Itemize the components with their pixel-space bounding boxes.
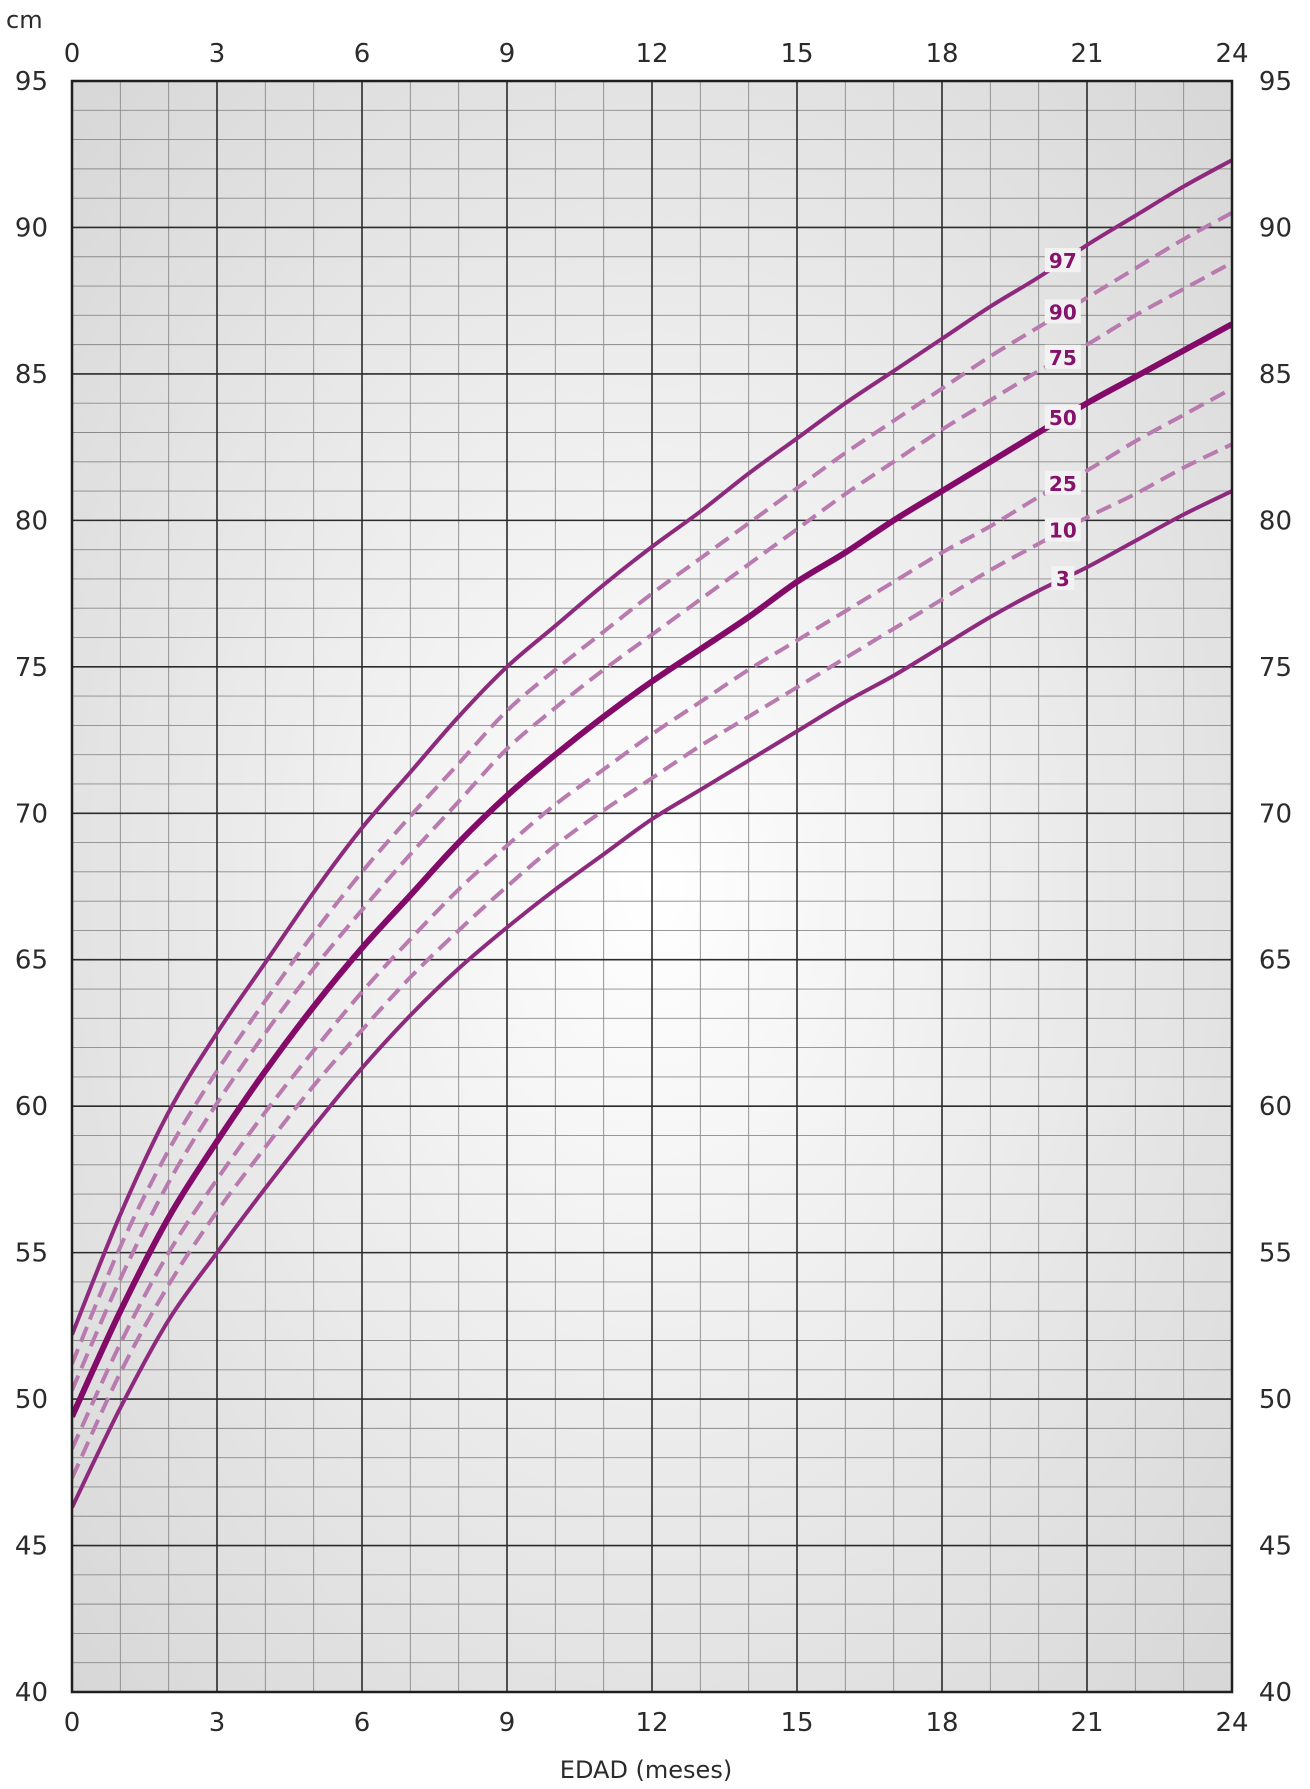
percentile-25-line (72, 386, 1232, 1450)
x-tick-label-top: 9 (499, 39, 516, 69)
percentile-50-line (72, 321, 1232, 1418)
x-tick-label-bottom: 12 (635, 1708, 668, 1738)
percentile-10-label: 10 (1049, 519, 1077, 543)
y-tick-label-left: 85 (15, 360, 48, 390)
x-tick-label-top: 15 (780, 39, 813, 69)
percentile-3-label: 3 (1056, 567, 1070, 591)
percentile-75-label-bg (1044, 344, 1081, 369)
y-tick-label-right: 45 (1259, 1532, 1292, 1562)
percentile-90-label: 90 (1049, 300, 1077, 324)
x-axis-title: EDAD (meses) (560, 1756, 732, 1784)
y-tick-label-left: 45 (15, 1532, 48, 1562)
y-tick-label-right: 95 (1259, 67, 1292, 97)
y-tick-label-left: 75 (15, 653, 48, 683)
percentile-97-label: 97 (1049, 249, 1077, 273)
y-tick-label-right: 85 (1259, 360, 1292, 390)
y-tick-label-right: 90 (1259, 213, 1292, 243)
percentile-50-label-bg (1044, 404, 1081, 429)
percentile-3-line (72, 489, 1232, 1509)
y-tick-label-right: 70 (1259, 799, 1292, 829)
x-tick-label-top: 18 (925, 39, 958, 69)
x-tick-label-bottom: 0 (64, 1708, 81, 1738)
x-tick-label-top: 12 (635, 39, 668, 69)
y-tick-label-left: 40 (15, 1678, 48, 1708)
percentile-3-label-bg (1051, 565, 1075, 590)
y-axis-unit-label: cm (6, 6, 43, 34)
percentile-90-line (72, 211, 1232, 1365)
y-tick-label-right: 40 (1259, 1678, 1292, 1708)
y-tick-label-left: 65 (15, 946, 48, 976)
percentile-97-label-bg (1044, 248, 1081, 273)
percentile-90-label-bg (1044, 299, 1081, 324)
percentile-25-label-bg (1044, 470, 1081, 495)
x-tick-label-top: 21 (1070, 39, 1103, 69)
y-tick-label-left: 60 (15, 1092, 48, 1122)
x-tick-label-bottom: 3 (209, 1708, 226, 1738)
x-tick-label-top: 24 (1215, 39, 1248, 69)
x-tick-label-bottom: 15 (780, 1708, 813, 1738)
y-tick-label-left: 70 (15, 799, 48, 829)
x-tick-label-bottom: 9 (499, 1708, 516, 1738)
x-tick-label-top: 6 (354, 39, 371, 69)
y-tick-label-left: 55 (15, 1239, 48, 1269)
percentile-50-label: 50 (1049, 406, 1077, 430)
percentile-25-label: 25 (1049, 472, 1077, 496)
y-tick-label-right: 75 (1259, 653, 1292, 683)
y-tick-label-right: 80 (1259, 506, 1292, 536)
x-tick-label-bottom: 6 (354, 1708, 371, 1738)
y-tick-label-right: 65 (1259, 946, 1292, 976)
y-tick-label-left: 95 (15, 67, 48, 97)
x-tick-label-top: 0 (64, 39, 81, 69)
series-lines (72, 158, 1232, 1509)
percentile-97-line (72, 158, 1232, 1336)
x-tick-label-top: 3 (209, 39, 226, 69)
percentile-10-label-bg (1044, 517, 1081, 542)
y-tick-label-left: 50 (15, 1385, 48, 1415)
y-tick-label-right: 60 (1259, 1092, 1292, 1122)
percentile-75-line (72, 260, 1232, 1392)
y-tick-label-left: 90 (15, 213, 48, 243)
x-tick-label-bottom: 21 (1070, 1708, 1103, 1738)
y-tick-label-left: 80 (15, 506, 48, 536)
x-tick-label-bottom: 24 (1215, 1708, 1248, 1738)
percentile-10-line (72, 442, 1232, 1480)
percentile-75-label: 75 (1049, 346, 1077, 370)
y-tick-label-right: 55 (1259, 1239, 1292, 1269)
plot-frame (70, 79, 1234, 1694)
x-tick-label-bottom: 18 (925, 1708, 958, 1738)
y-tick-label-right: 50 (1259, 1385, 1292, 1415)
percentile-labels: 97 90 75 50 25 10 3 (1044, 248, 1081, 591)
tick-labels: 0 0 3 3 6 6 9 9 12 12 15 15 18 18 21 21 24 24 40 40 45 45 50 50… (15, 39, 1292, 1738)
